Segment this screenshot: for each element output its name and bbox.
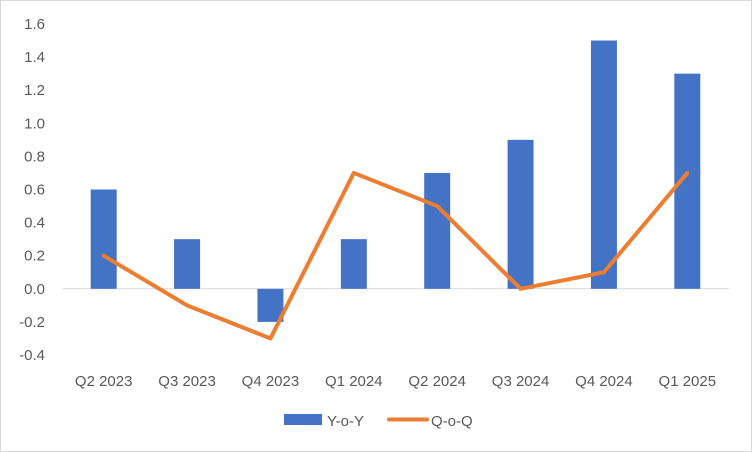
bar-series [90, 40, 701, 322]
x-tick-label: Q4 2024 [575, 373, 633, 390]
y-tick-label: 1.2 [24, 82, 45, 99]
bar-q3-2023 [174, 239, 201, 289]
bar-q3-2024 [507, 139, 534, 289]
x-tick-label: Q3 2024 [492, 373, 550, 390]
x-tick-label: Q1 2024 [325, 373, 383, 390]
y-tick-label: -0.2 [19, 314, 45, 331]
x-tick-label: Q2 2024 [408, 373, 466, 390]
legend-label-qoq: Q-o-Q [431, 413, 473, 430]
legend: Y-o-Y Q-o-Q [284, 413, 473, 430]
bar-q2-2023 [90, 189, 117, 289]
bar-q1-2024 [340, 239, 367, 289]
y-tick-label: 1.4 [24, 49, 45, 66]
line-series-qoq [101, 170, 690, 341]
y-tick-label: 0.8 [24, 148, 45, 165]
y-tick-label: 0.6 [24, 182, 45, 199]
y-tick-label: 1.0 [24, 115, 45, 132]
bar-q4-2023 [257, 288, 284, 322]
legend-label-yoy: Y-o-Y [327, 413, 364, 430]
legend-swatch-yoy [284, 414, 322, 425]
plot-area: -0.4 -0.2 0.0 0.2 0.4 0.6 0.8 1.0 1.2 1.4 1.6 Q2 2… [19, 16, 729, 390]
y-tick-label: -0.4 [19, 347, 45, 364]
x-tick-label: Q3 2023 [158, 373, 216, 390]
y-axis-tick-labels: -0.4 -0.2 0.0 0.2 0.4 0.6 0.8 1.0 1.2 1.4 1.6 [19, 16, 45, 364]
y-tick-label: 0.2 [24, 248, 45, 265]
bar-q4-2024 [590, 40, 617, 289]
y-tick-label: 0.0 [24, 281, 45, 298]
x-axis-tick-labels: Q2 2023 Q3 2023 Q4 2023 Q1 2024 Q2 2024 Q3 20… [75, 373, 716, 390]
y-tick-label: 0.4 [24, 215, 45, 232]
x-tick-label: Q1 2025 [659, 373, 717, 390]
bar-q2-2024 [424, 172, 451, 289]
x-tick-label: Q2 2023 [75, 373, 133, 390]
x-tick-label: Q4 2023 [242, 373, 300, 390]
y-tick-label: 1.6 [24, 16, 45, 33]
